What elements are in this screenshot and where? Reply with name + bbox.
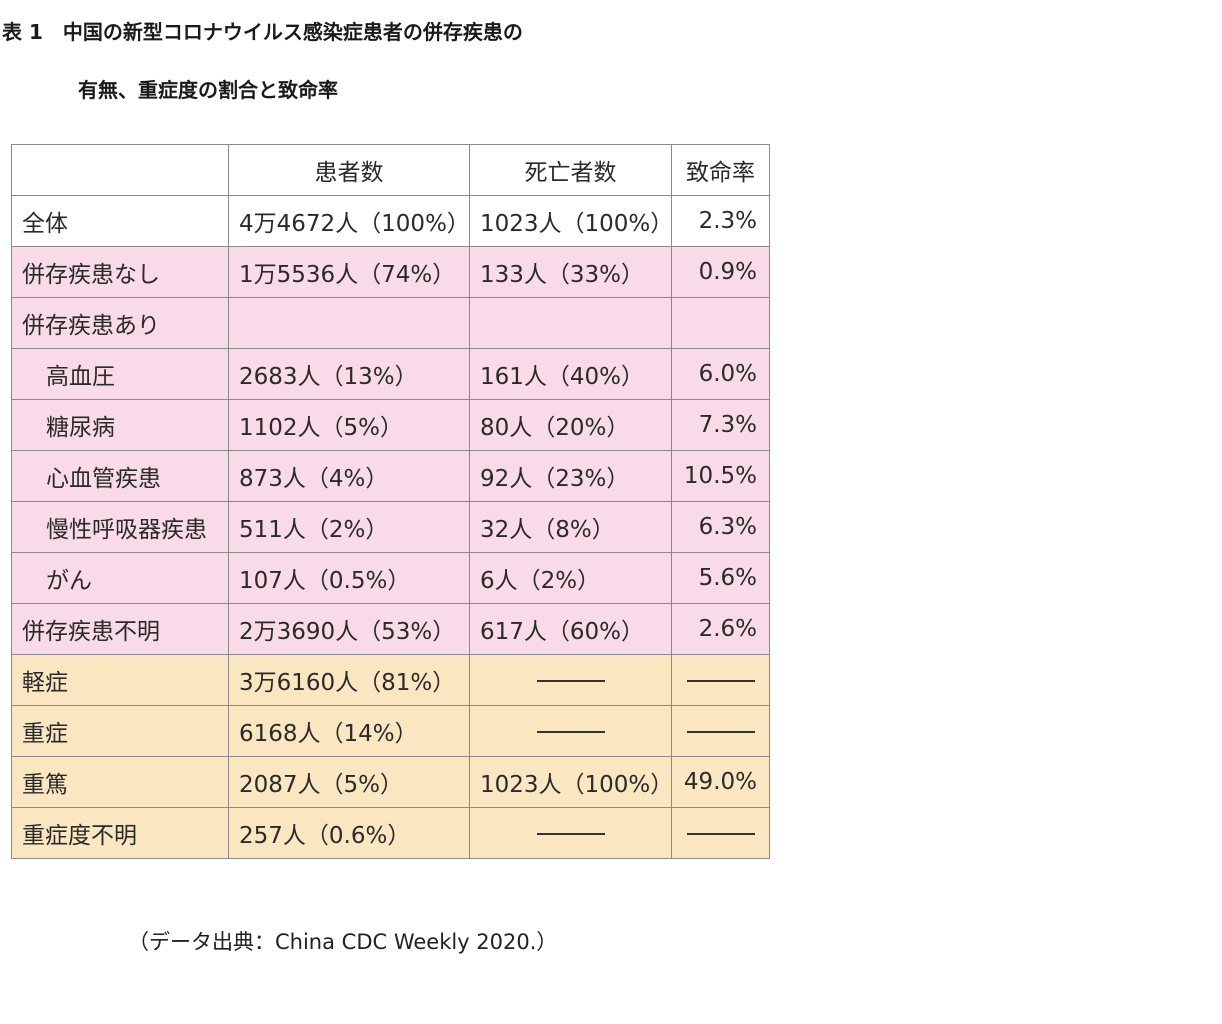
header-cell-fatality-rate: 致命率 bbox=[671, 144, 770, 196]
row-label: 併存疾患不明 bbox=[11, 603, 229, 655]
rate-cell: 49.0% bbox=[671, 756, 770, 808]
deaths-cell: 6人（2%） bbox=[469, 552, 672, 604]
source-note: （データ出典：China CDC Weekly 2020.） bbox=[128, 930, 558, 954]
deaths-cell: 1023人（100%） bbox=[469, 195, 672, 247]
patients-cell: 2087人（5%） bbox=[228, 756, 470, 808]
deaths-cell-empty bbox=[469, 705, 672, 757]
table-row: 糖尿病 1102人（5%） 80人（20%） 7.3% bbox=[11, 399, 770, 451]
patients-cell: 873人（4%） bbox=[228, 450, 470, 502]
table-row: 心血管疾患 873人（4%） 92人（23%） 10.5% bbox=[11, 450, 770, 502]
deaths-cell: 133人（33%） bbox=[469, 246, 672, 298]
table-row: 全体 4万4672人（100%） 1023人（100%） 2.3% bbox=[11, 195, 770, 247]
table-row: 慢性呼吸器疾患 511人（2%） 32人（8%） 6.3% bbox=[11, 501, 770, 553]
deaths-cell: 1023人（100%） bbox=[469, 756, 672, 808]
row-label: 高血圧 bbox=[11, 348, 229, 400]
dash-mark bbox=[536, 679, 605, 682]
table-row: 併存疾患なし 1万5536人（74%） 133人（33%） 0.9% bbox=[11, 246, 770, 298]
table-row: 高血圧 2683人（13%） 161人（40%） 6.0% bbox=[11, 348, 770, 400]
rate-cell: 0.9% bbox=[671, 246, 770, 298]
table-row: 併存疾患不明 2万3690人（53%） 617人（60%） 2.6% bbox=[11, 603, 770, 655]
comorbidity-table: 患者数 死亡者数 致命率 全体 4万4672人（100%） 1023人（100%… bbox=[11, 144, 770, 859]
patients-cell: 1102人（5%） bbox=[228, 399, 470, 451]
dash-mark bbox=[536, 730, 605, 733]
dash-mark bbox=[686, 730, 755, 733]
deaths-cell-empty bbox=[469, 654, 672, 706]
row-label: 重篤 bbox=[11, 756, 229, 808]
rate-cell: 2.6% bbox=[671, 603, 770, 655]
dash-mark bbox=[536, 832, 605, 835]
rate-cell bbox=[671, 297, 770, 349]
table-row: がん 107人（0.5%） 6人（2%） 5.6% bbox=[11, 552, 770, 604]
table-row: 重篤 2087人（5%） 1023人（100%） 49.0% bbox=[11, 756, 770, 808]
row-label: がん bbox=[11, 552, 229, 604]
deaths-cell bbox=[469, 297, 672, 349]
table-title-line-1: 表 1 中国の新型コロナウイルス感染症患者の併存疾患の bbox=[2, 20, 523, 44]
table-row: 重症度不明 257人（0.6%） bbox=[11, 807, 770, 859]
rate-cell: 7.3% bbox=[671, 399, 770, 451]
patients-cell: 1万5536人（74%） bbox=[228, 246, 470, 298]
dash-mark bbox=[686, 679, 755, 682]
row-label: 糖尿病 bbox=[11, 399, 229, 451]
rate-cell: 10.5% bbox=[671, 450, 770, 502]
patients-cell: 257人（0.6%） bbox=[228, 807, 470, 859]
row-label: 重症 bbox=[11, 705, 229, 757]
row-label: 心血管疾患 bbox=[11, 450, 229, 502]
row-label: 併存疾患あり bbox=[11, 297, 229, 349]
patients-cell: 107人（0.5%） bbox=[228, 552, 470, 604]
deaths-cell: 80人（20%） bbox=[469, 399, 672, 451]
dash-mark bbox=[686, 832, 755, 835]
header-cell-deaths: 死亡者数 bbox=[469, 144, 672, 196]
deaths-cell-empty bbox=[469, 807, 672, 859]
rate-cell: 6.0% bbox=[671, 348, 770, 400]
deaths-cell: 161人（40%） bbox=[469, 348, 672, 400]
patients-cell: 2683人（13%） bbox=[228, 348, 470, 400]
rate-cell: 5.6% bbox=[671, 552, 770, 604]
table-row: 軽症 3万6160人（81%） bbox=[11, 654, 770, 706]
row-label: 全体 bbox=[11, 195, 229, 247]
patients-cell: 2万3690人（53%） bbox=[228, 603, 470, 655]
rate-cell-empty bbox=[671, 654, 770, 706]
patients-cell: 511人（2%） bbox=[228, 501, 470, 553]
header-row: 患者数 死亡者数 致命率 bbox=[11, 144, 770, 196]
row-label: 併存疾患なし bbox=[11, 246, 229, 298]
header-cell-patients: 患者数 bbox=[228, 144, 470, 196]
rate-cell: 2.3% bbox=[671, 195, 770, 247]
deaths-cell: 32人（8%） bbox=[469, 501, 672, 553]
table-title-line-2: 有無、重症度の割合と致命率 bbox=[78, 78, 338, 102]
deaths-cell: 617人（60%） bbox=[469, 603, 672, 655]
row-label: 重症度不明 bbox=[11, 807, 229, 859]
patients-cell: 6168人（14%） bbox=[228, 705, 470, 757]
rate-cell: 6.3% bbox=[671, 501, 770, 553]
row-label: 慢性呼吸器疾患 bbox=[11, 501, 229, 553]
patients-cell: 3万6160人（81%） bbox=[228, 654, 470, 706]
rate-cell-empty bbox=[671, 705, 770, 757]
patients-cell bbox=[228, 297, 470, 349]
row-label: 軽症 bbox=[11, 654, 229, 706]
rate-cell-empty bbox=[671, 807, 770, 859]
header-cell-empty bbox=[11, 144, 229, 196]
deaths-cell: 92人（23%） bbox=[469, 450, 672, 502]
table-row: 重症 6168人（14%） bbox=[11, 705, 770, 757]
patients-cell: 4万4672人（100%） bbox=[228, 195, 470, 247]
table-row: 併存疾患あり bbox=[11, 297, 770, 349]
